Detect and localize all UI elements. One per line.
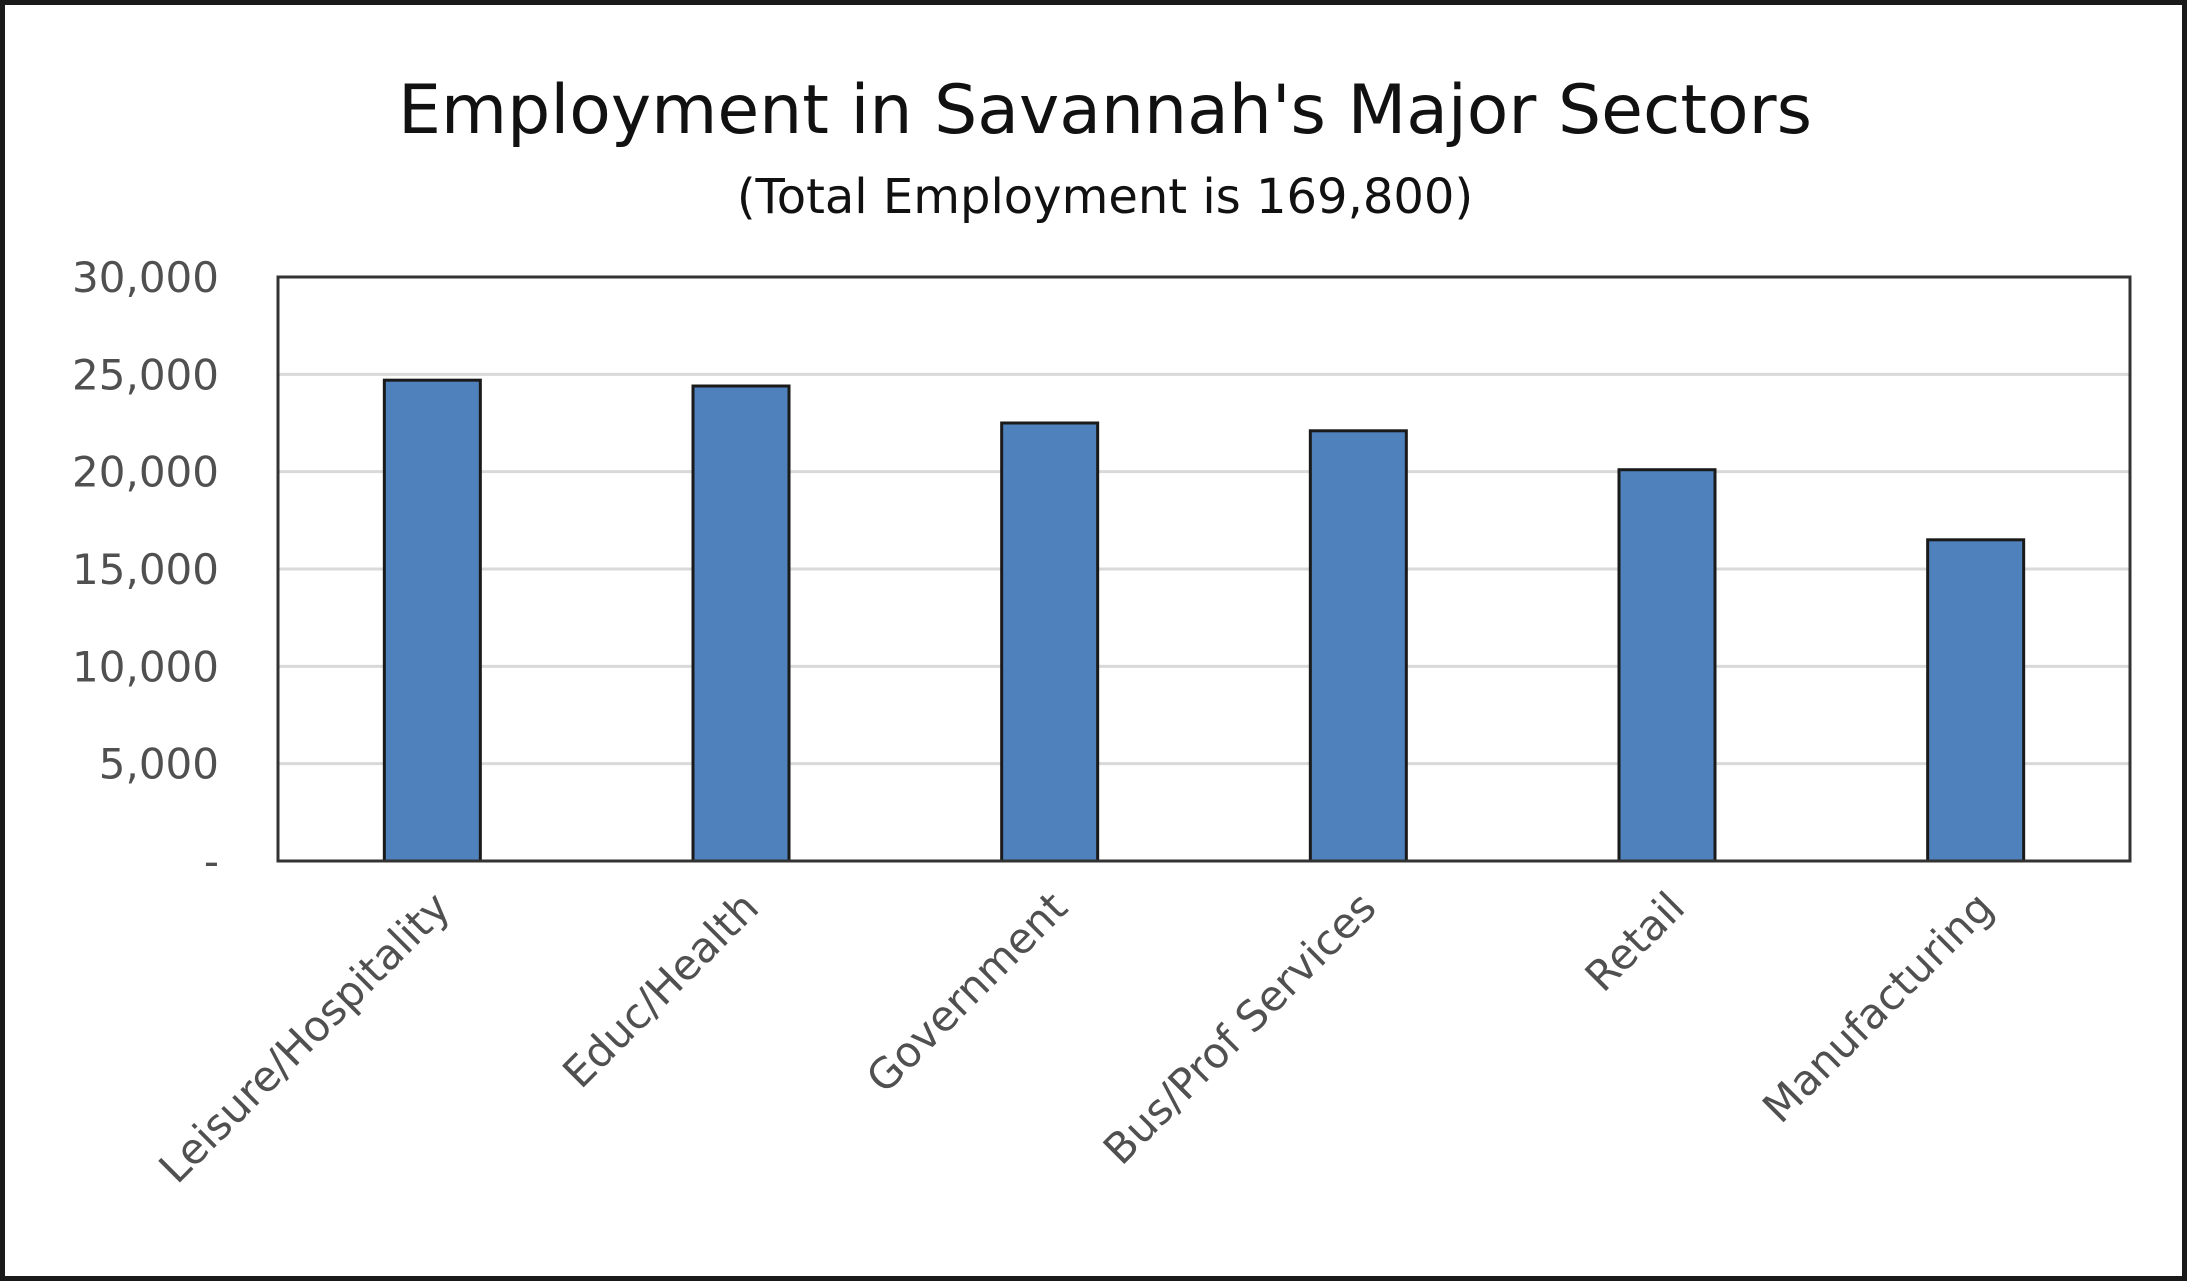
x-tick-label: Retail xyxy=(1575,882,1694,1001)
x-axis-tick-labels: Leisure/Hospitality Educ/Health Government… xyxy=(149,882,2002,1192)
chart-subtitle: (Total Employment is 169,800) xyxy=(737,169,1473,225)
x-tick-label: Government xyxy=(857,882,1077,1102)
y-tick-label: 15,000 xyxy=(72,545,219,594)
bar-retail xyxy=(1617,468,1717,863)
bar-manufacturing xyxy=(1926,538,2026,863)
y-tick-label: 30,000 xyxy=(72,253,219,302)
y-tick-label: 10,000 xyxy=(72,642,219,691)
bar-chart: Employment in Savannah's Major Sectors (… xyxy=(72,71,2132,1192)
y-tick-label: 25,000 xyxy=(72,350,219,399)
bar-leisure-hospitality xyxy=(382,378,482,863)
x-tick-label: Educ/Health xyxy=(553,882,768,1097)
bar-government xyxy=(1000,421,1100,863)
gridlines xyxy=(278,372,2130,766)
y-tick-label: 20,000 xyxy=(72,448,219,497)
x-tick-label: Bus/Prof Services xyxy=(1094,882,1386,1174)
bar-educ-health xyxy=(691,384,791,863)
x-tick-label: Manufacturing xyxy=(1753,882,2003,1132)
bar-bus-prof-services xyxy=(1308,429,1408,863)
y-axis-tick-labels: - 5,000 10,000 15,000 20,000 25,000 30,000 xyxy=(72,253,219,886)
y-tick-label: 5,000 xyxy=(99,740,219,789)
x-tick-label: Leisure/Hospitality xyxy=(149,882,459,1192)
y-tick-label: - xyxy=(204,837,219,886)
chart-title: Employment in Savannah's Major Sectors xyxy=(398,71,1812,150)
plot-area-border xyxy=(276,275,2132,863)
bars xyxy=(382,378,2026,863)
